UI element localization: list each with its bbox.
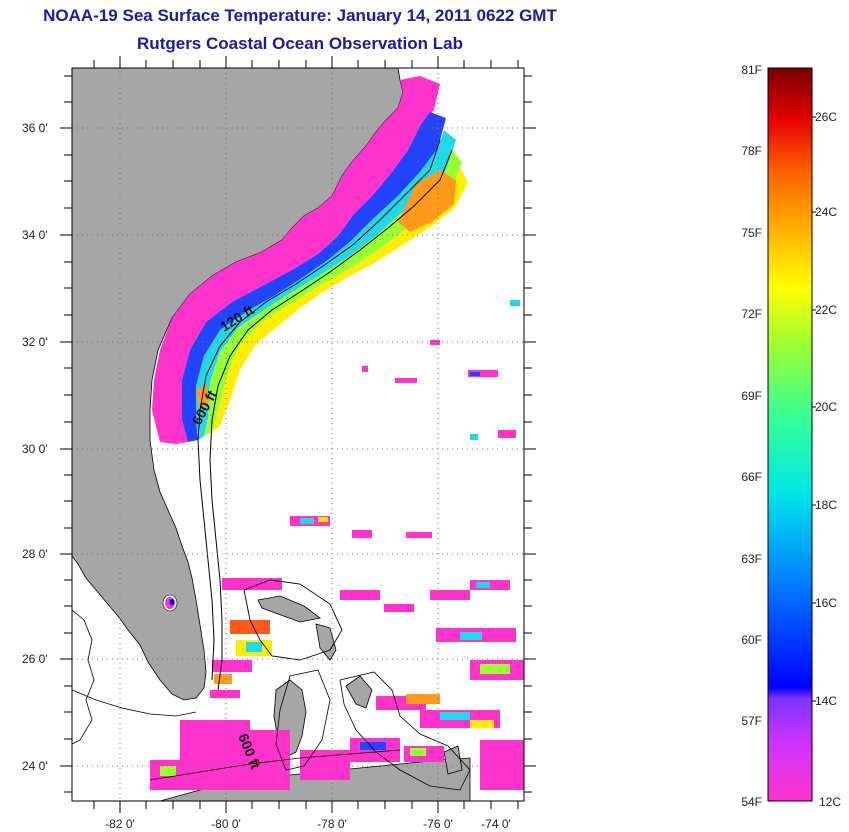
- lat-label-28: 28 0': [22, 547, 48, 561]
- lon-label-74: -74 0': [481, 817, 511, 831]
- cb-label-75f: 75F: [741, 226, 762, 240]
- cb-label-60f: 60F: [741, 633, 762, 647]
- isobath-600ft: [209, 149, 453, 691]
- sst-band-blue: [182, 112, 446, 442]
- sst-band-cyan: [196, 130, 456, 440]
- sst-patch-orange-fl: [196, 384, 210, 412]
- cb-label-16c: 16C: [815, 596, 837, 610]
- isobath-great-bahama: [339, 671, 471, 791]
- lon-label-80: -80 0': [211, 817, 241, 831]
- cb-label-22c: 22C: [815, 303, 837, 317]
- sst-band-green: [204, 150, 462, 436]
- isobath-gulf: [72, 609, 95, 745]
- colorbar-fahrenheit-labels: 81F 78F 75F 72F 69F 66F 63F 60F 57F 54F: [741, 63, 762, 809]
- land-eleuthera: [345, 675, 373, 709]
- lon-label-76: -76 0': [423, 817, 453, 831]
- colorbar-gradient: [767, 67, 813, 802]
- cb-label-26c: 26C: [815, 110, 837, 124]
- longitude-labels: -82 0' -80 0' -78 0' -76 0' -74 0': [105, 817, 511, 831]
- land-abaco: [315, 623, 337, 661]
- isobath-bahamas-inner: [275, 669, 331, 771]
- sst-band-orange: [398, 170, 456, 232]
- temperature-colorbar: [767, 67, 813, 802]
- lat-label-32: 32 0': [22, 335, 48, 349]
- cb-label-12c: 12C: [819, 795, 841, 809]
- sst-band-yellow: [212, 168, 468, 432]
- lat-label-26: 26 0': [22, 652, 48, 666]
- lat-label-36: 36 0': [22, 121, 48, 135]
- cb-label-57f: 57F: [741, 714, 762, 728]
- isobath-florida-keys: [72, 689, 197, 717]
- map-grid: [72, 68, 524, 801]
- lon-label-82: -82 0': [105, 817, 135, 831]
- map-title: NOAA-19 Sea Surface Temperature: January…: [43, 6, 557, 25]
- cb-label-72f: 72F: [741, 307, 762, 321]
- cb-label-63f: 63F: [741, 552, 762, 566]
- land-grand-bahama: [257, 595, 321, 623]
- cb-label-14c: 14C: [815, 694, 837, 708]
- sst-band-pink: [152, 76, 440, 444]
- colorbar-celsius-labels: 26C 24C 22C 20C 18C 16C 14C 12C: [812, 110, 841, 809]
- isobath-cuba: [149, 749, 401, 781]
- lat-label-34: 34 0': [22, 228, 48, 242]
- isobath-120ft: [197, 139, 441, 681]
- cb-label-24c: 24C: [815, 205, 837, 219]
- cb-label-66f: 66F: [741, 470, 762, 484]
- land-small-cay: [443, 745, 463, 775]
- isobath-bahamas: [243, 579, 343, 661]
- lon-label-78: -78 0': [317, 817, 347, 831]
- cb-label-18c: 18C: [815, 498, 837, 512]
- cb-label-81f: 81F: [741, 63, 762, 77]
- cb-label-69f: 69F: [741, 389, 762, 403]
- lat-label-24: 24 0': [22, 759, 48, 773]
- cb-label-54f: 54F: [741, 795, 762, 809]
- sst-offshore-patches: [150, 300, 524, 790]
- map-subtitle: Rutgers Coastal Ocean Observation Lab: [137, 34, 463, 53]
- map-frame-ticks: [60, 56, 536, 813]
- cb-label-20c: 20C: [815, 400, 837, 414]
- lat-label-30: 30 0': [22, 442, 48, 456]
- latitude-labels: 36 0' 34 0' 32 0' 30 0' 28 0' 26 0' 24 0…: [22, 121, 48, 773]
- cb-label-78f: 78F: [741, 144, 762, 158]
- map-frame: [71, 67, 525, 802]
